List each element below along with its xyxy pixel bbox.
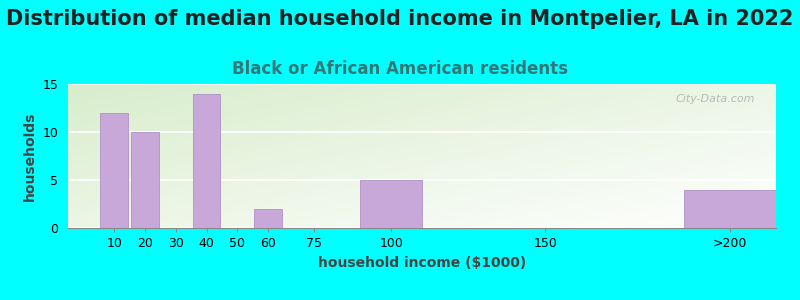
Bar (684, 190, 776, 228)
Text: Black or African American residents: Black or African American residents (232, 60, 568, 78)
Bar (361, 180, 422, 228)
Text: City-Data.com: City-Data.com (675, 94, 754, 104)
Bar (254, 209, 282, 228)
Bar (131, 132, 159, 228)
X-axis label: household income ($1000): household income ($1000) (318, 256, 526, 270)
Bar (100, 113, 128, 228)
Bar (193, 94, 220, 228)
Y-axis label: households: households (23, 111, 37, 201)
Text: Distribution of median household income in Montpelier, LA in 2022: Distribution of median household income … (6, 9, 794, 29)
